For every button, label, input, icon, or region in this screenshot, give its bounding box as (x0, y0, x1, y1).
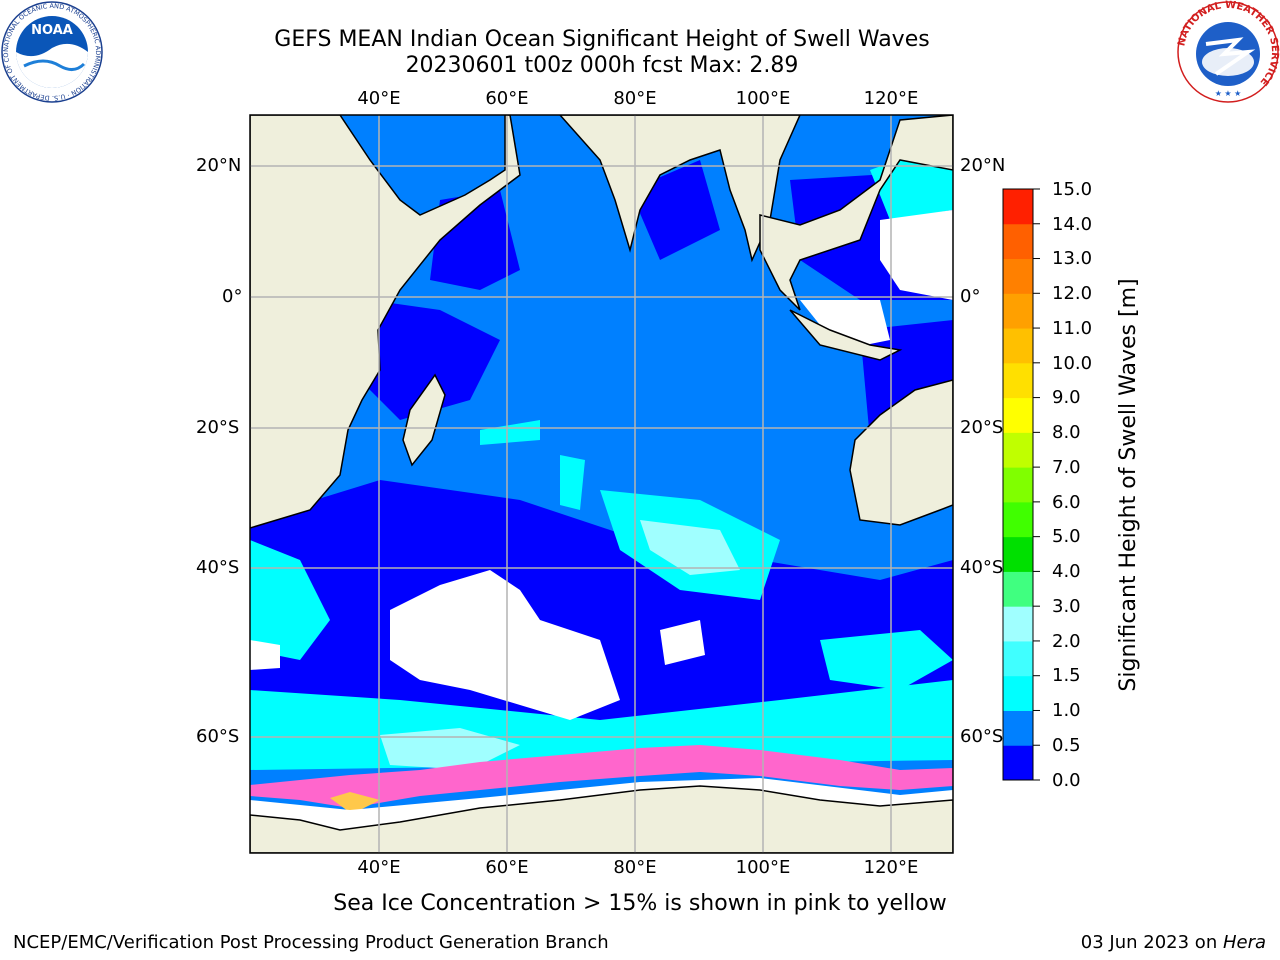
chart-title: GEFS MEAN Indian Ocean Significant Heigh… (274, 27, 930, 52)
colorbar-title: Significant Height of Swell Waves [m] (1116, 278, 1141, 692)
colorbar-label: 0.0 (1052, 770, 1081, 791)
colorbar-label: 5.0 (1052, 526, 1081, 547)
colorbar-segment (1003, 328, 1033, 364)
lat-tick-right: 60°S (960, 726, 1004, 747)
svg-text:★ ★ ★: ★ ★ ★ (1215, 89, 1242, 98)
lon-tick-top: 120°E (863, 88, 919, 109)
colorbar-label: 1.0 (1052, 700, 1081, 721)
colorbar-segment (1003, 258, 1033, 294)
gridlines (250, 115, 953, 853)
lat-tick-right: 20°N (960, 155, 1006, 176)
colorbar-segment (1003, 397, 1033, 433)
lon-tick-bottom: 60°E (485, 857, 529, 878)
colorbar-label: 15.0 (1052, 179, 1093, 200)
lon-tick-bottom: 120°E (863, 857, 919, 878)
map-frame (249, 114, 954, 854)
colorbar-label: 11.0 (1052, 318, 1093, 339)
lat-tick-right: 0° (960, 286, 981, 307)
footer-date-text: 03 Jun 2023 on (1080, 932, 1223, 953)
colorbar (1003, 188, 1040, 781)
sea-ice-note: Sea Ice Concentration > 15% is shown in … (333, 891, 947, 916)
colorbar-segment (1003, 536, 1033, 572)
colorbar-segment (1003, 571, 1033, 607)
colorbar-label: 12.0 (1052, 283, 1093, 304)
colorbar-segment (1003, 640, 1033, 677)
lon-tick-top: 100°E (735, 88, 791, 109)
colorbar-segment (1003, 467, 1033, 503)
colorbar-label: 14.0 (1052, 214, 1093, 235)
colorbar-segment (1003, 675, 1033, 711)
lat-tick-left: 20°N (196, 155, 242, 176)
lat-tick-left: 0° (222, 286, 243, 307)
lon-tick-top: 80°E (613, 88, 657, 109)
lat-tick-right: 20°S (960, 417, 1004, 438)
colorbar-segment (1003, 745, 1033, 781)
colorbar-label: 9.0 (1052, 387, 1081, 408)
colorbar-label: 3.0 (1052, 596, 1081, 617)
colorbar-label: 8.0 (1052, 422, 1081, 443)
colorbar-segment (1003, 606, 1033, 642)
land-mass (250, 115, 953, 853)
colorbar-segment (1003, 189, 1033, 225)
lat-tick-left: 60°S (196, 726, 240, 747)
colorbar-label: 10.0 (1052, 353, 1093, 374)
lon-tick-top: 40°E (357, 88, 401, 109)
colorbar-segment (1003, 710, 1033, 746)
lon-tick-bottom: 40°E (357, 857, 401, 878)
colorbar-segment (1003, 501, 1033, 538)
colorbar-label: 13.0 (1052, 248, 1093, 269)
colorbar-label: 7.0 (1052, 457, 1081, 478)
swell-field-high (380, 520, 740, 770)
lon-tick-bottom: 100°E (735, 857, 791, 878)
noaa-logo-text: NOAA (31, 23, 73, 38)
colorbar-segment (1003, 223, 1033, 260)
colorbar-label: 1.5 (1052, 665, 1081, 686)
nws-logo: NATIONAL WEATHER SERVICE ★ ★ ★ (1176, 0, 1280, 104)
colorbar-segment (1003, 362, 1033, 399)
colorbar-frame (1002, 188, 1034, 781)
footer-date: 03 Jun 2023 on Hera (1081, 933, 1266, 953)
colorbar-label: 4.0 (1052, 561, 1081, 582)
lat-tick-left: 40°S (196, 557, 240, 578)
colorbar-segment (1003, 432, 1033, 468)
chart-subtitle: 20230601 t00z 000h fcst Max: 2.89 (405, 53, 799, 78)
footer-host: Hera (1222, 932, 1266, 953)
colorbar-segment (1003, 293, 1033, 329)
colorbar-label: 0.5 (1052, 735, 1081, 756)
lat-tick-left: 20°S (196, 417, 240, 438)
noaa-logo: NATIONAL OCEANIC AND ATMOSPHERIC ADMINIS… (0, 0, 104, 104)
colorbar-label: 6.0 (1052, 492, 1081, 513)
colorbar-label: 2.0 (1052, 631, 1081, 652)
sea-ice-edge (250, 745, 953, 808)
lat-tick-right: 40°S (960, 557, 1004, 578)
lon-tick-bottom: 80°E (613, 857, 657, 878)
lon-tick-top: 60°E (485, 88, 529, 109)
footer-credit: NCEP/EMC/Verification Post Processing Pr… (13, 932, 609, 953)
